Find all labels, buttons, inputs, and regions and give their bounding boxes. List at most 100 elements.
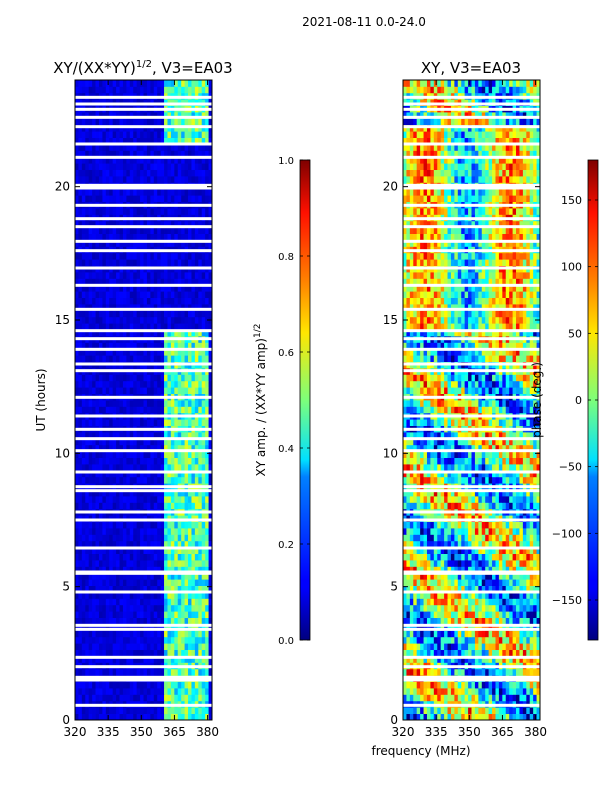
heatmap-cell bbox=[167, 643, 172, 650]
heatmap-cell bbox=[126, 624, 131, 631]
heatmap-cell bbox=[406, 604, 411, 612]
heatmap-cell bbox=[75, 278, 79, 286]
heatmap-cell bbox=[102, 406, 107, 414]
heatmap-cell bbox=[205, 534, 209, 542]
heatmap-cell bbox=[502, 630, 507, 638]
heatmap-cell bbox=[136, 348, 141, 356]
heatmap-cell bbox=[177, 272, 182, 279]
heatmap-cell bbox=[102, 470, 107, 478]
heatmap-cell bbox=[474, 624, 479, 631]
heatmap-cell bbox=[457, 649, 462, 657]
heatmap-cell bbox=[81, 208, 86, 215]
heatmap-cell bbox=[75, 259, 79, 266]
heatmap-cell bbox=[423, 617, 428, 625]
heatmap-cell bbox=[119, 624, 124, 631]
heatmap-cell bbox=[512, 630, 517, 638]
heatmap-cell bbox=[150, 528, 155, 535]
heatmap-cell bbox=[122, 227, 127, 234]
heatmap-cell bbox=[403, 694, 407, 702]
heatmap-cell bbox=[81, 310, 86, 318]
heatmap-cell bbox=[88, 150, 93, 158]
heatmap-cell bbox=[122, 438, 127, 446]
heatmap-cell bbox=[112, 380, 117, 388]
heatmap-cell bbox=[122, 297, 127, 305]
amplitude-colorbar: 0.00.20.40.60.81.0 XY amp. / (XX*YY amp)… bbox=[253, 156, 311, 647]
heatmap-cell bbox=[92, 707, 96, 714]
heatmap-cell bbox=[88, 348, 93, 356]
heatmap-cell bbox=[478, 649, 483, 657]
heatmap-cell bbox=[119, 284, 124, 292]
heatmap-cell bbox=[143, 643, 148, 650]
heatmap-cell bbox=[150, 592, 155, 599]
heatmap-cell bbox=[174, 624, 179, 631]
heatmap-cell bbox=[81, 579, 86, 586]
heatmap-cell bbox=[526, 630, 531, 638]
heatmap-cell bbox=[146, 470, 151, 478]
heatmap-cell bbox=[146, 137, 151, 145]
heatmap-cell bbox=[119, 252, 124, 260]
heatmap-cell bbox=[208, 220, 212, 228]
heatmap-cell bbox=[188, 329, 192, 337]
heatmap-cell bbox=[136, 208, 141, 215]
heatmap-cell bbox=[146, 502, 151, 510]
flagged-time-row bbox=[75, 186, 212, 190]
heatmap-cell bbox=[81, 572, 86, 580]
heatmap-cell bbox=[174, 284, 179, 292]
heatmap-cell bbox=[75, 656, 79, 663]
heatmap-cell bbox=[170, 380, 175, 388]
heatmap-cell bbox=[512, 617, 517, 625]
heatmap-cell bbox=[191, 598, 196, 606]
heatmap-cell bbox=[75, 534, 79, 542]
heatmap-cell bbox=[122, 617, 127, 625]
heatmap-cell bbox=[116, 291, 120, 298]
flagged-time-row bbox=[75, 518, 212, 522]
heatmap-cell bbox=[133, 284, 138, 292]
heatmap-cell bbox=[136, 355, 141, 362]
heatmap-cell bbox=[136, 451, 141, 458]
heatmap-cell bbox=[95, 169, 100, 177]
heatmap-cell bbox=[95, 220, 100, 228]
heatmap-cell bbox=[205, 643, 209, 650]
heatmap-cell bbox=[184, 163, 189, 170]
heatmap-cell bbox=[174, 464, 179, 471]
heatmap-cell bbox=[140, 342, 144, 350]
heatmap-cell bbox=[92, 188, 96, 196]
heatmap-cell bbox=[140, 496, 144, 503]
heatmap-cell bbox=[201, 489, 206, 497]
heatmap-cell bbox=[170, 694, 175, 702]
heatmap-cell bbox=[146, 144, 151, 151]
heatmap-cell bbox=[126, 636, 131, 644]
heatmap-cell bbox=[440, 630, 445, 638]
heatmap-cell bbox=[157, 464, 162, 471]
heatmap-cell bbox=[536, 668, 540, 676]
heatmap-cell bbox=[174, 547, 179, 554]
heatmap-cell bbox=[133, 259, 138, 266]
flagged-time-row bbox=[75, 627, 212, 631]
heatmap-cell bbox=[153, 150, 158, 158]
heatmap-cell bbox=[85, 406, 90, 414]
heatmap-cell bbox=[105, 220, 110, 228]
heatmap-cell bbox=[464, 649, 469, 657]
heatmap-cell bbox=[437, 636, 442, 644]
heatmap-cell bbox=[92, 291, 96, 298]
heatmap-cell bbox=[122, 668, 127, 676]
heatmap-cell bbox=[160, 259, 165, 266]
heatmap-cell bbox=[474, 617, 479, 625]
heatmap-cell bbox=[157, 547, 162, 554]
heatmap-cell bbox=[160, 432, 165, 439]
heatmap-cell bbox=[102, 617, 107, 625]
heatmap-cell bbox=[146, 566, 151, 574]
heatmap-cell bbox=[140, 688, 144, 695]
heatmap-cell bbox=[78, 400, 83, 407]
heatmap-cell bbox=[170, 374, 175, 382]
flagged-time-row bbox=[75, 665, 212, 669]
heatmap-cell bbox=[170, 611, 175, 618]
heatmap-cell bbox=[423, 579, 428, 586]
heatmap-cell bbox=[112, 585, 117, 593]
heatmap-cell bbox=[495, 694, 500, 702]
heatmap-cell bbox=[505, 579, 510, 586]
heatmap-cell bbox=[146, 227, 151, 234]
heatmap-cell bbox=[198, 297, 203, 305]
amplitude-panel: XY/(XX*YY)1/2, V3=EA03 320 335 350 365 38005… bbox=[34, 59, 233, 739]
heatmap-cell bbox=[184, 630, 189, 638]
